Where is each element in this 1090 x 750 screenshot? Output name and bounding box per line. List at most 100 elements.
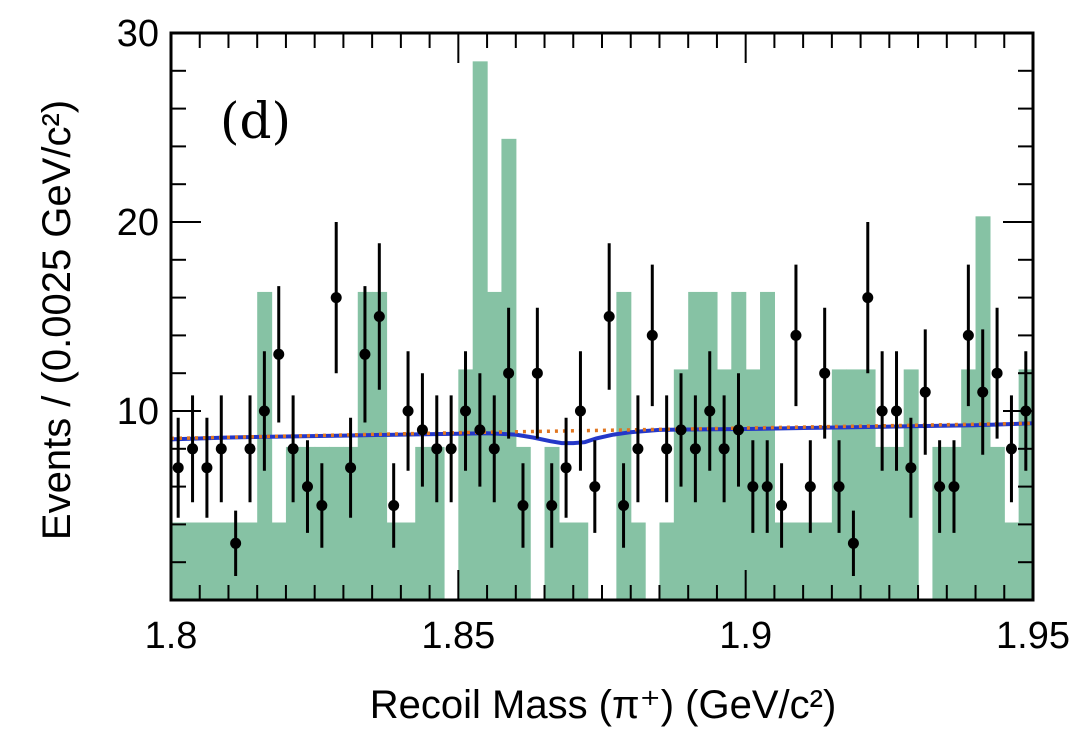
data-point	[905, 462, 917, 474]
data-point	[847, 537, 859, 549]
background-bin	[874, 446, 890, 600]
data-points	[172, 222, 1032, 577]
data-point	[776, 500, 788, 511]
data-point	[373, 311, 385, 322]
data-point	[661, 443, 673, 455]
data-point	[704, 405, 716, 417]
background-bin	[357, 291, 373, 600]
data-point	[574, 405, 586, 417]
data-point	[258, 405, 270, 417]
y-tick-label: 30	[117, 13, 159, 55]
data-point	[445, 443, 457, 455]
data-point	[991, 367, 1003, 379]
data-point	[934, 481, 946, 493]
data-point	[603, 311, 615, 322]
data-point	[230, 537, 242, 549]
background-bin	[458, 369, 474, 600]
data-point	[761, 481, 773, 493]
y-tick-label: 20	[117, 202, 159, 244]
tick-labels: 10 20 30 1.8 1.85 1.9 1.95	[117, 13, 1070, 657]
background-bin	[400, 522, 416, 600]
data-point	[747, 481, 759, 493]
data-point	[172, 462, 184, 474]
data-point	[517, 500, 529, 511]
background-bin	[415, 446, 431, 600]
background-bin	[343, 446, 359, 600]
data-point	[977, 386, 989, 398]
background-histogram	[171, 61, 1034, 601]
data-point	[531, 367, 543, 379]
data-point	[589, 481, 601, 493]
background-bin	[1004, 522, 1020, 600]
data-point	[876, 405, 888, 417]
data-point	[962, 329, 974, 341]
background-bin	[242, 522, 258, 600]
data-point	[402, 405, 414, 417]
data-point	[675, 424, 687, 436]
data-point	[345, 462, 357, 474]
background-bin	[271, 522, 287, 600]
data-point	[215, 443, 227, 455]
background-bin	[558, 522, 574, 600]
data-point	[273, 348, 285, 360]
background-bin	[199, 522, 215, 600]
data-point	[546, 500, 558, 511]
background-bin	[185, 522, 201, 600]
data-point	[287, 443, 299, 455]
data-point	[919, 386, 931, 398]
data-point	[187, 443, 199, 455]
background-bin	[860, 369, 876, 600]
data-point	[244, 443, 256, 455]
background-bin	[214, 522, 230, 600]
data-point	[560, 462, 572, 474]
data-point	[474, 424, 486, 436]
background-bin	[889, 446, 905, 600]
background-bin	[372, 291, 388, 600]
x-tick-label: 1.95	[996, 615, 1070, 657]
background-bin	[788, 522, 804, 600]
data-point	[388, 500, 400, 511]
axis-ticks	[170, 32, 1034, 600]
background-bin	[659, 522, 675, 600]
data-point	[359, 348, 371, 360]
background-bin	[429, 446, 445, 600]
data-point	[819, 367, 831, 379]
data-point	[632, 443, 644, 455]
data-point	[804, 481, 816, 493]
data-point	[316, 500, 328, 511]
background-bin	[616, 291, 632, 600]
data-point	[488, 443, 500, 455]
background-bin	[989, 446, 1005, 600]
data-point	[718, 443, 730, 455]
y-axis-title: Events / (0.0025 GeV/c²)	[35, 100, 79, 540]
data-point	[201, 462, 213, 474]
data-point	[301, 481, 313, 493]
data-point	[416, 424, 428, 436]
x-tick-label: 1.8	[145, 615, 198, 657]
background-bin	[774, 522, 790, 600]
background-bin	[472, 61, 488, 601]
data-point	[948, 481, 960, 493]
y-tick-label: 10	[117, 391, 159, 433]
x-tick-label: 1.9	[719, 615, 772, 657]
data-point	[503, 367, 515, 379]
data-point	[862, 292, 874, 304]
data-point	[891, 405, 903, 417]
data-point	[732, 424, 744, 436]
background-bin	[1018, 369, 1034, 600]
data-point	[618, 500, 630, 511]
background-bin	[803, 522, 819, 600]
background-bin	[386, 522, 402, 600]
background-bin	[817, 522, 833, 600]
background-bin	[630, 522, 646, 600]
data-point	[460, 405, 472, 417]
data-point	[646, 329, 658, 341]
data-point	[431, 443, 443, 455]
data-point	[689, 443, 701, 455]
panel-label: (d)	[220, 92, 291, 150]
x-axis-title: Recoil Mass (π⁺) (GeV/c²)	[370, 683, 837, 727]
background-bin	[573, 522, 589, 600]
data-point	[330, 292, 342, 304]
data-point	[1005, 443, 1017, 455]
